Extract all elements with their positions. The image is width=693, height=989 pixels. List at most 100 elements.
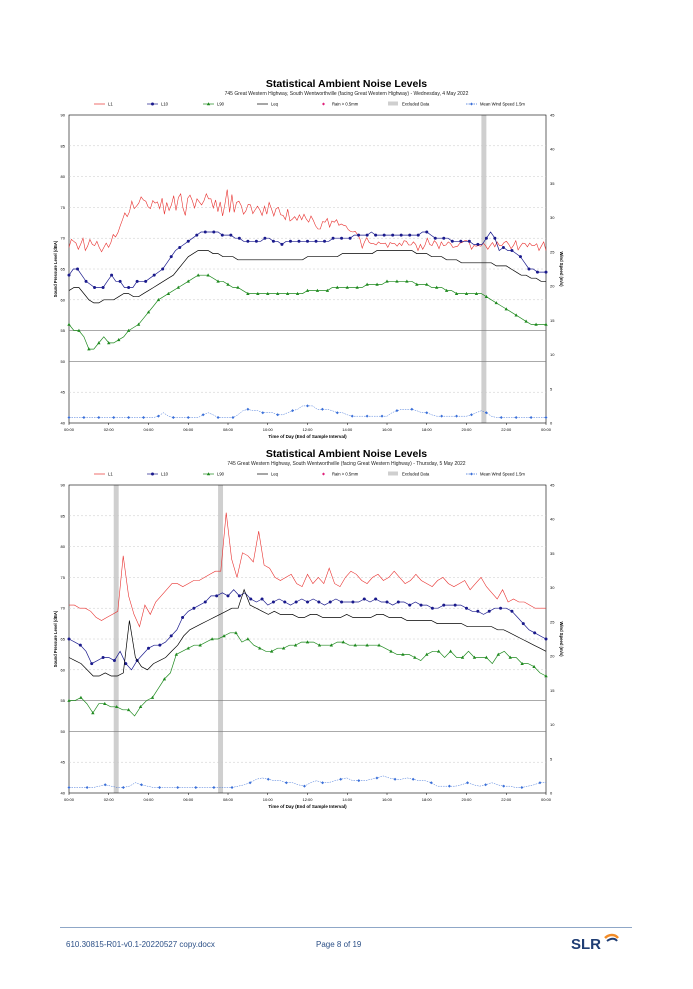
series-mean-wind-speed-1-5m-point (484, 783, 488, 787)
series-l90-point (377, 643, 381, 647)
series-mean-wind-speed-1-5m-point (276, 413, 280, 417)
series-l10-point (408, 233, 412, 237)
y-tick-label: 40 (61, 421, 66, 426)
series-l10-point (271, 600, 275, 604)
series-l90-point (464, 291, 469, 295)
series-mean-wind-speed-1-5m-point (335, 411, 339, 415)
series-l10-point (328, 600, 332, 604)
series-mean-wind-speed-1-5m-point (97, 416, 101, 420)
series-l90-point (335, 285, 340, 289)
series-l90-point (444, 288, 449, 292)
series-mean-wind-speed-1-5m-point (186, 416, 190, 420)
series-l10-point (246, 239, 250, 243)
series-l10-point (297, 239, 301, 243)
series-mean-wind-speed-1-5m-line (69, 775, 546, 788)
series-l10-point (467, 239, 471, 243)
series-l90-point (234, 631, 238, 635)
series-l90-point (246, 637, 250, 641)
series-l90-point (436, 649, 441, 653)
y2-tick-label: 0 (550, 421, 553, 426)
series-mean-wind-speed-1-5m-point (302, 784, 306, 788)
series-l90-point (520, 661, 524, 665)
series-mean-wind-speed-1-5m-point (375, 776, 379, 780)
series-l10-point (374, 597, 378, 601)
chart-wednesday: Statistical Ambient Noise Levels 745 Gre… (0, 78, 693, 450)
series-l90-point (126, 708, 131, 712)
y2-tick-label: 0 (550, 791, 553, 796)
series-l90-point (425, 652, 429, 656)
series-l10-point (67, 273, 71, 277)
series-l10-point (533, 631, 537, 635)
y2-tick-label: 15 (550, 318, 555, 323)
footer-document-name: 610.30815-R01-v0.1-20220527 copy.docx (66, 940, 215, 949)
series-l10-point (147, 646, 150, 650)
chart-svg: 40 45 50 55 60 65 70 75 80 85 90 0 5 10 15 20 25 30 35 40 45… (53, 471, 564, 809)
legend-marker (206, 472, 211, 476)
series-l1-line (69, 512, 546, 628)
y2-tick-label: 20 (550, 654, 555, 659)
y-tick-label: 85 (61, 513, 66, 518)
series-mean-wind-speed-1-5m-point (248, 781, 252, 785)
chart-subtitle: 745 Great Western Highway, South Wentwor… (224, 91, 469, 97)
series-mean-wind-speed-1-5m-point (357, 779, 361, 783)
series-l90-point (295, 291, 300, 295)
legend-label: Rain > 0.5mm (332, 472, 359, 477)
series-l10-point (306, 600, 309, 604)
series-l10-point (294, 600, 298, 604)
series-l90-point (150, 695, 155, 699)
series-l90-point (415, 282, 419, 286)
series-l10-point (365, 233, 369, 237)
x-tick-label: 00:00 (541, 427, 552, 432)
y-tick-label: 65 (61, 637, 66, 642)
series-mean-wind-speed-1-5m-line (69, 405, 546, 418)
series-l90-point (329, 643, 334, 647)
series-l90-point (532, 664, 536, 669)
series-mean-wind-speed-1-5m-point (514, 416, 518, 420)
y-axis-label: Sound Pressure Level (dBA) (53, 240, 58, 297)
y2-tick-label: 35 (550, 181, 555, 186)
series-l90-point (375, 282, 379, 286)
series-l10-point (181, 615, 185, 619)
series-l10-point (535, 270, 539, 274)
series-l10-point (101, 285, 105, 289)
series-l10-point (391, 233, 395, 237)
series-mean-wind-speed-1-5m-point (429, 781, 433, 785)
series-mean-wind-speed-1-5m-point (529, 416, 533, 420)
series-leq-line (68, 588, 547, 677)
series-l10-point (399, 233, 403, 237)
series-l10-point (459, 239, 463, 243)
series-l10-point (484, 236, 488, 240)
series-mean-wind-speed-1-5m-point (194, 786, 198, 790)
series-l10-point (161, 267, 165, 271)
series-l10-point (263, 236, 267, 240)
series-mean-wind-speed-1-5m-point (425, 411, 429, 415)
series-mean-wind-speed-1-5m-point (306, 404, 309, 408)
series-l90-point (504, 307, 508, 311)
series-l10-point (351, 600, 355, 604)
series-mean-wind-speed-1-5m-point (216, 416, 220, 420)
series-l10-point (237, 594, 241, 598)
series-l90-point (341, 640, 345, 644)
series-mean-wind-speed-1-5m-point (350, 414, 354, 418)
series-l90-point (156, 298, 161, 302)
series-mean-wind-speed-1-5m-point (139, 783, 143, 787)
series-mean-wind-speed-1-5m-point (410, 407, 414, 411)
series-l90-point (524, 319, 528, 323)
series-mean-wind-speed-1-5m-point (85, 786, 89, 790)
series-mean-wind-speed-1-5m-point (455, 414, 459, 418)
y-tick-label: 55 (61, 328, 66, 333)
x-tick-label: 14:00 (342, 797, 353, 802)
x-tick-label: 10:00 (263, 797, 274, 802)
series-l90-point (236, 285, 240, 289)
series-l90-point (87, 347, 91, 351)
series-l90-point (544, 674, 548, 678)
series-l10-point (487, 609, 491, 613)
series-l90-point (472, 655, 477, 659)
series-l90-point (425, 282, 429, 286)
series-mean-wind-speed-1-5m-point (395, 409, 399, 413)
series-mean-wind-speed-1-5m-point (176, 786, 180, 790)
x-tick-label: 14:00 (342, 427, 353, 432)
series-mean-wind-speed-1-5m-point (231, 416, 235, 420)
series-l90-point (67, 698, 71, 702)
series-mean-wind-speed-1-5m-point (142, 416, 146, 420)
